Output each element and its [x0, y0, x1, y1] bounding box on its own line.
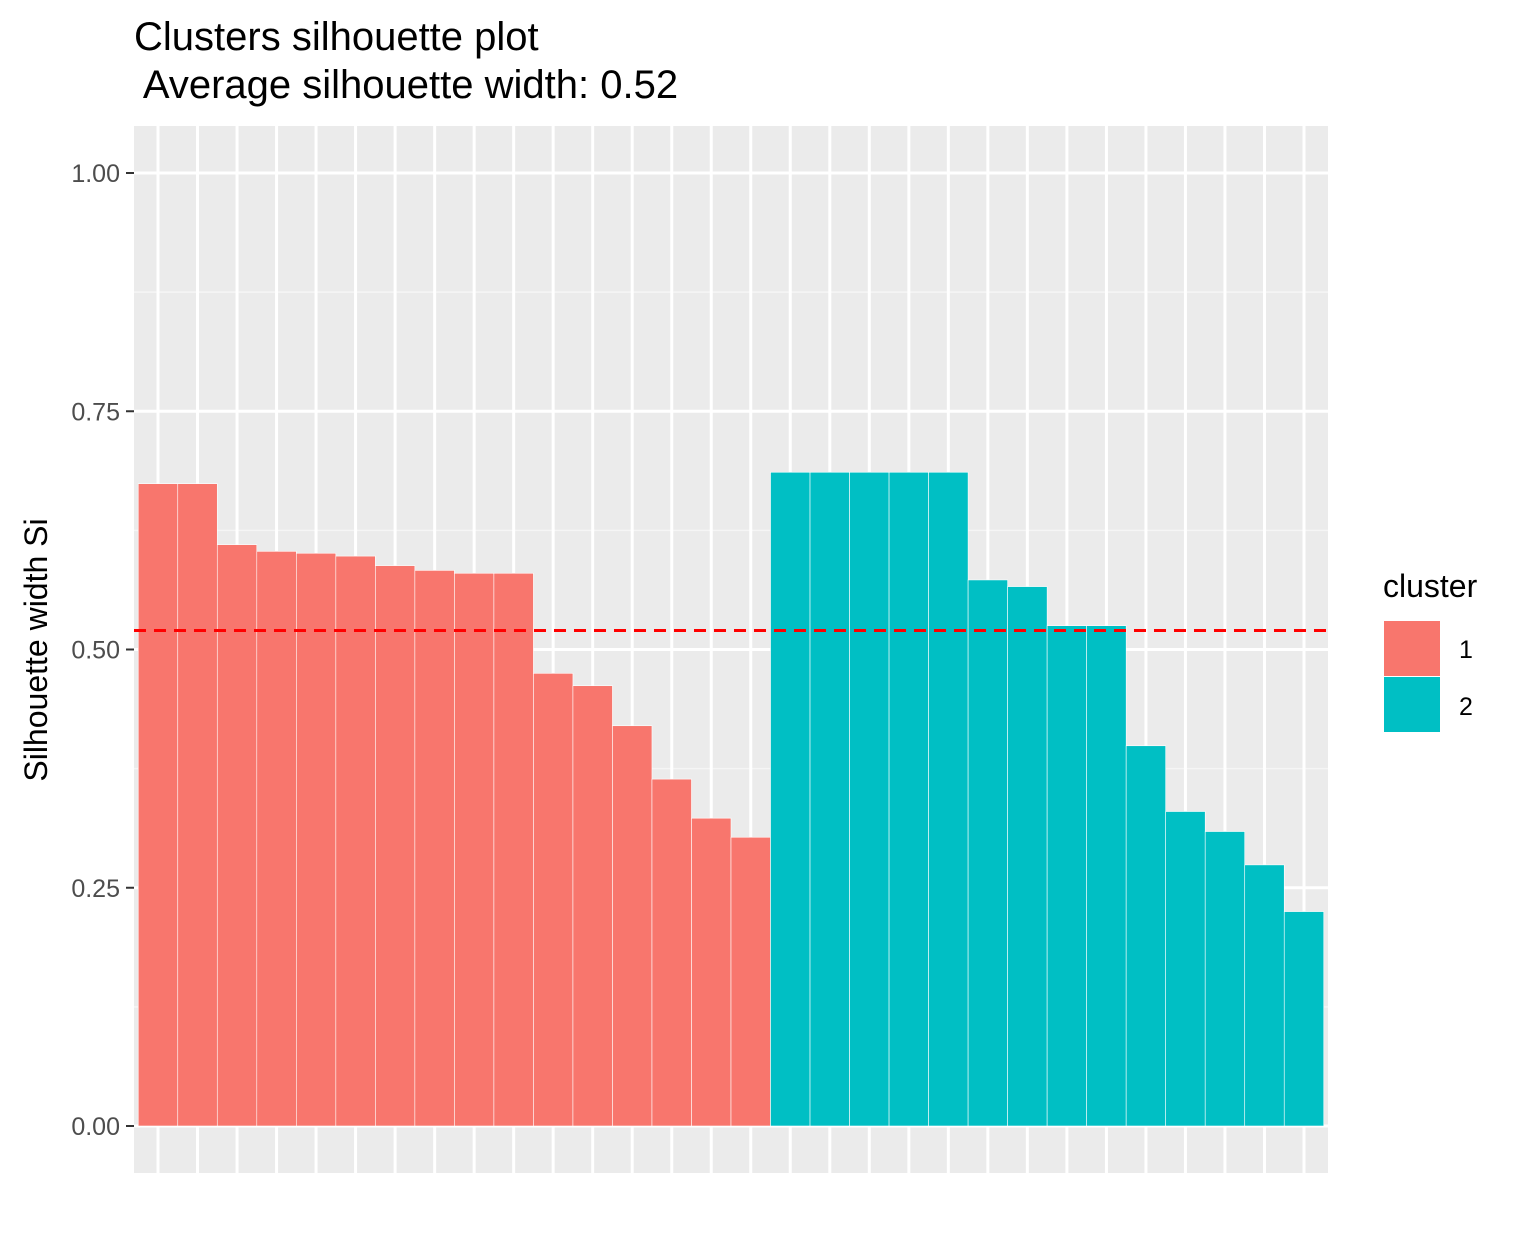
- bar-cluster-1: [612, 725, 653, 1127]
- y-axis: 0.00 0.25 0.50 0.75 1.00: [71, 160, 134, 1141]
- bar-cluster-1: [572, 685, 613, 1127]
- y-tick-label: 0.00: [71, 1113, 120, 1141]
- bar-cluster-2: [1283, 911, 1325, 1127]
- bar-cluster-2: [770, 471, 811, 1127]
- bars-group: [137, 471, 1325, 1127]
- bar-cluster-2: [809, 471, 850, 1127]
- bar-cluster-1: [414, 570, 455, 1127]
- bar-cluster-2: [1165, 811, 1206, 1127]
- legend-label-cluster-1: 1: [1459, 636, 1473, 664]
- y-axis-title: Silhouette width Si: [18, 518, 54, 781]
- bar-cluster-2: [1204, 831, 1246, 1127]
- bar-cluster-1: [454, 572, 495, 1127]
- legend-key-cluster-1: [1384, 621, 1440, 676]
- y-tick-label: 0.75: [71, 398, 120, 426]
- bar-cluster-2: [1007, 586, 1048, 1127]
- bar-cluster-2: [1244, 864, 1285, 1127]
- bar-cluster-1: [137, 483, 179, 1127]
- bar-cluster-1: [691, 817, 732, 1127]
- legend-title: cluster: [1383, 568, 1478, 604]
- bar-cluster-2: [849, 471, 890, 1127]
- bar-cluster-2: [1086, 625, 1127, 1127]
- bar-cluster-1: [533, 673, 574, 1127]
- y-tick-label: 1.00: [71, 160, 120, 188]
- bar-cluster-1: [216, 544, 258, 1127]
- chart-title: Clusters silhouette plot: [134, 15, 539, 59]
- bar-cluster-1: [375, 565, 416, 1127]
- bar-cluster-2: [967, 579, 1008, 1127]
- bar-cluster-1: [651, 778, 692, 1127]
- legend-label-cluster-2: 2: [1459, 693, 1473, 721]
- bar-cluster-1: [493, 572, 534, 1127]
- bar-cluster-2: [888, 471, 929, 1127]
- bar-cluster-1: [296, 552, 337, 1127]
- x-axis: [158, 1173, 1304, 1180]
- bar-cluster-1: [335, 555, 376, 1127]
- bar-cluster-1: [177, 483, 218, 1127]
- y-tick-label: 0.25: [71, 875, 120, 903]
- legend-key-cluster-2: [1384, 677, 1440, 732]
- bar-cluster-2: [928, 471, 969, 1127]
- bar-cluster-2: [1046, 625, 1087, 1127]
- legend: cluster 1 2: [1383, 568, 1478, 732]
- y-tick-label: 0.50: [71, 637, 120, 665]
- bar-cluster-1: [256, 551, 297, 1127]
- chart-subtitle: Average silhouette width: 0.52: [134, 63, 678, 107]
- bar-cluster-2: [1125, 745, 1166, 1127]
- bar-cluster-1: [730, 836, 771, 1127]
